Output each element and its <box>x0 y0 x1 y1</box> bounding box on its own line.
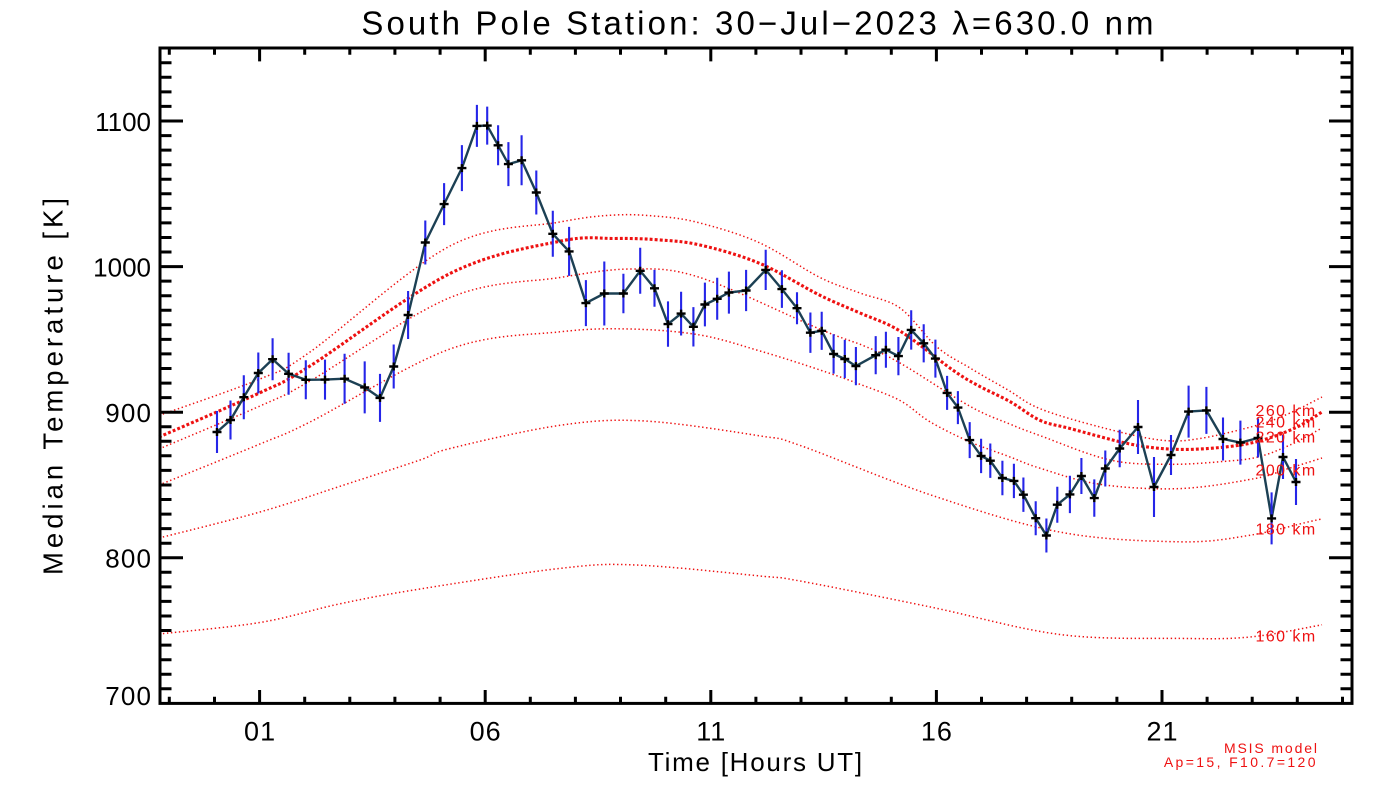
svg-text:11: 11 <box>696 717 726 747</box>
svg-text:240 km: 240 km <box>1256 414 1317 431</box>
svg-text:200 km: 200 km <box>1256 463 1317 480</box>
svg-text:Median Temperature [K]: Median Temperature [K] <box>38 194 69 575</box>
svg-text:1100: 1100 <box>95 107 151 137</box>
svg-text:800: 800 <box>105 544 152 574</box>
svg-text:1000: 1000 <box>93 253 151 283</box>
svg-text:06: 06 <box>470 717 502 747</box>
svg-text:01: 01 <box>244 717 276 747</box>
svg-text:900: 900 <box>105 398 152 428</box>
svg-text:Ap=15, F10.7=120: Ap=15, F10.7=120 <box>1164 754 1318 770</box>
svg-text:700: 700 <box>105 681 152 711</box>
svg-text:South Pole Station: 30−Jul−202: South Pole Station: 30−Jul−2023 λ=630.0 … <box>361 5 1156 42</box>
svg-text:Time [Hours UT]: Time [Hours UT] <box>648 747 864 777</box>
svg-text:160 km: 160 km <box>1256 629 1317 646</box>
svg-text:16: 16 <box>921 717 953 747</box>
svg-text:MSIS model: MSIS model <box>1224 740 1319 756</box>
svg-text:220 km: 220 km <box>1256 430 1317 447</box>
svg-text:21: 21 <box>1146 717 1178 747</box>
svg-text:180 km: 180 km <box>1256 521 1317 538</box>
svg-text:260 km: 260 km <box>1256 403 1317 420</box>
